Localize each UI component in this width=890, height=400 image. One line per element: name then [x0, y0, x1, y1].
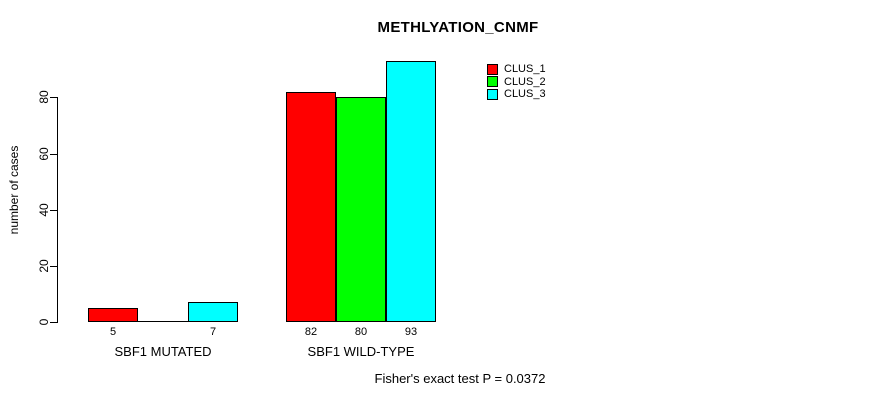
bar-value-label: 93 — [404, 326, 418, 338]
y-axis-label: number of cases — [7, 145, 21, 235]
bar-sbf1-wild-type-clus-1 — [286, 92, 336, 322]
y-axis-tick-label: 0 — [37, 318, 51, 326]
category-label-sbf1-wild-type: SBF1 WILD-TYPE — [307, 344, 415, 359]
y-axis-tick-label: 20 — [37, 259, 51, 273]
y-axis-tick — [50, 322, 57, 323]
legend-item-clus-1: CLUS_1 — [487, 63, 546, 76]
y-axis-tick — [50, 210, 57, 211]
legend-item-clus-2: CLUS_2 — [487, 76, 546, 89]
bar-value-label: 5 — [109, 326, 117, 338]
legend: CLUS_1 CLUS_2 CLUS_3 — [487, 63, 546, 101]
y-axis-tick-label: 80 — [37, 90, 51, 104]
category-label-sbf1-mutated: SBF1 MUTATED — [114, 344, 212, 359]
y-axis-tick-label: 40 — [37, 203, 51, 217]
y-axis-line — [57, 97, 58, 323]
y-axis-tick — [50, 266, 57, 267]
legend-color-swatch — [487, 88, 498, 100]
chart-title: METHLYATION_CNMF — [377, 19, 539, 36]
y-axis-tick — [50, 97, 57, 98]
legend-color-swatch — [487, 76, 498, 88]
bar-sbf1-wild-type-clus-2 — [336, 97, 386, 322]
bar-value-label: 7 — [209, 326, 217, 338]
y-axis-tick-label: 60 — [37, 147, 51, 161]
legend-item-clus-3: CLUS_3 — [487, 88, 546, 101]
legend-label: CLUS_2 — [504, 75, 546, 88]
bar-value-label: 80 — [354, 326, 368, 338]
bar-sbf1-mutated-clus-3 — [188, 302, 238, 322]
bar-value-label: 82 — [304, 326, 318, 338]
bar-sbf1-wild-type-clus-3 — [386, 61, 436, 322]
annotation-fisher-test: Fisher's exact test P = 0.0372 — [374, 371, 546, 386]
bar-sbf1-mutated-clus-1 — [88, 308, 138, 322]
legend-label: CLUS_3 — [504, 88, 546, 101]
y-axis-tick — [50, 154, 57, 155]
legend-color-swatch — [487, 63, 498, 75]
legend-label: CLUS_1 — [504, 63, 546, 76]
bar-sbf1-mutated-clus-2 — [138, 321, 188, 322]
